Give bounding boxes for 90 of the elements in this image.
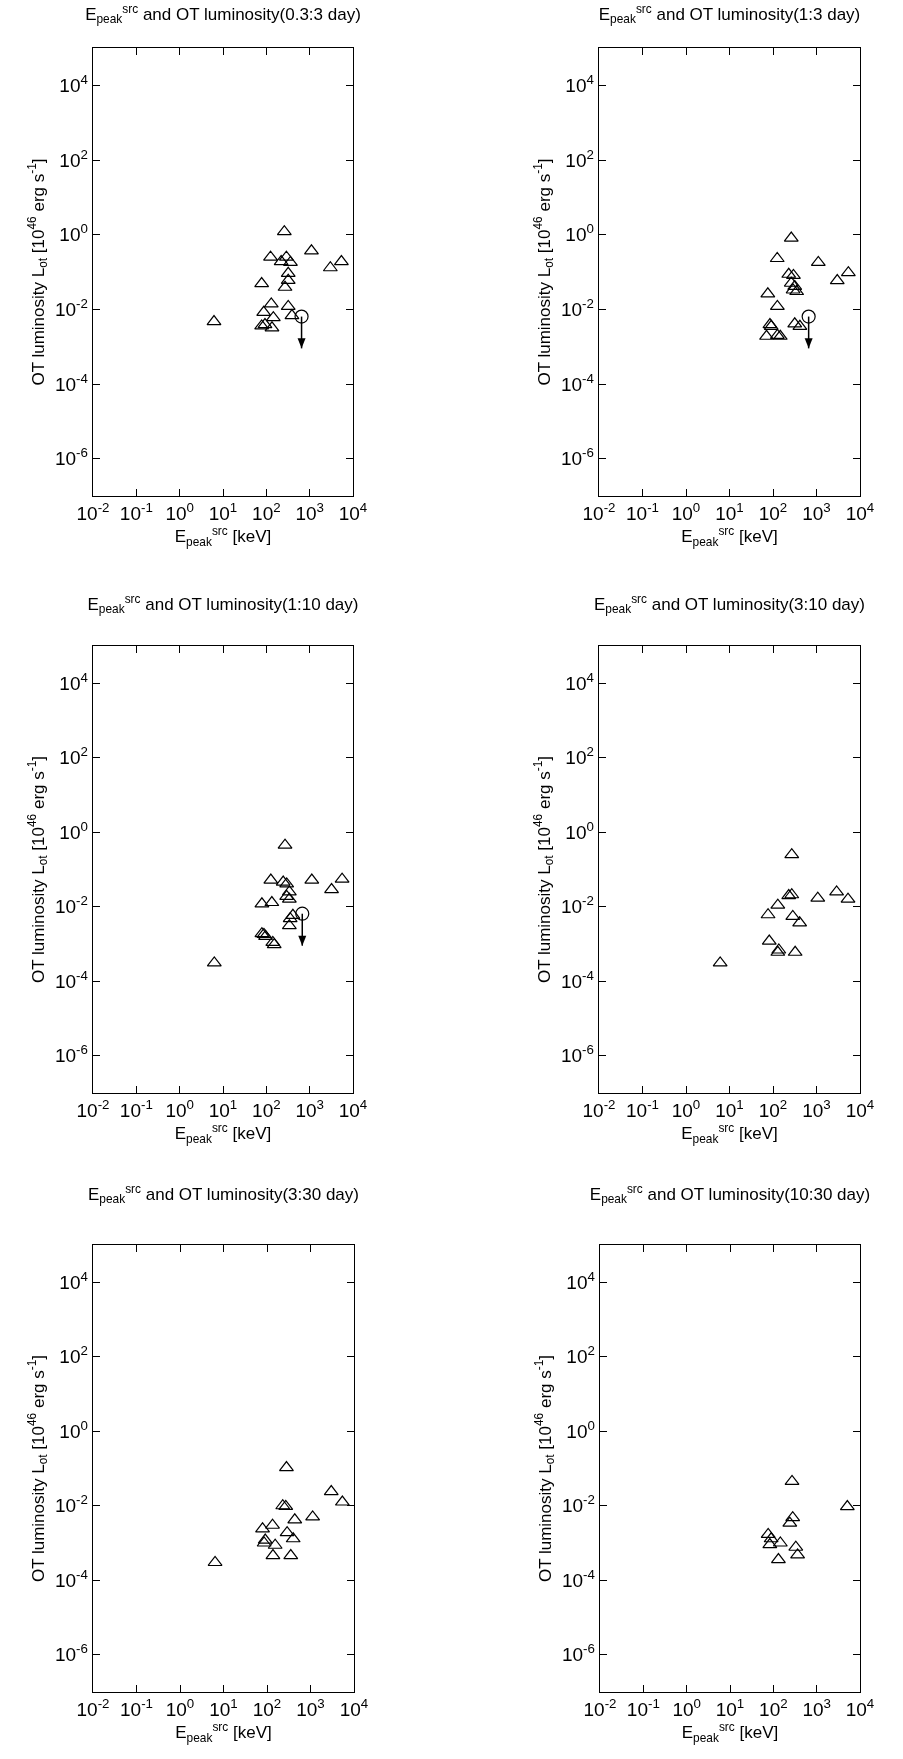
x-axis-title: E$_{peak}$$^{src}$ [keV] <box>681 1720 779 1745</box>
x-tick-label: 10$^{-2}$ <box>76 1696 110 1721</box>
x-tick-label: 10$^{4}$ <box>845 500 875 525</box>
y-tick-label: 10$^{2}$ <box>59 146 88 171</box>
x-tick-label: 10$^{0}$ <box>671 500 701 525</box>
y-tick-label: 10$^{2}$ <box>59 1343 88 1368</box>
y-tick-label: 10$^{2}$ <box>59 744 88 769</box>
y-tick-label: 10$^{-6}$ <box>54 1641 88 1666</box>
x-tick-label: 10$^{1}$ <box>715 1097 744 1122</box>
y-tick-label: 10$^{4}$ <box>59 1268 88 1293</box>
x-tick-label: 10$^{4}$ <box>845 1696 875 1721</box>
x-tick-label: 10$^{-1}$ <box>119 1097 153 1122</box>
x-tick-label: 10$^{-1}$ <box>119 500 153 525</box>
x-tick-label: 10$^{3}$ <box>295 1097 324 1122</box>
y-tick-label: 10$^{4}$ <box>59 669 88 694</box>
y-tick-label: 10$^{4}$ <box>566 1268 595 1293</box>
x-tick-label: 10$^{0}$ <box>165 500 194 525</box>
x-tick-label: 10$^{-2}$ <box>582 500 616 525</box>
y-tick-label: 10$^{0}$ <box>59 818 88 843</box>
y-tick-label: 10$^{-4}$ <box>54 967 88 992</box>
x-axis-title: E$_{peak}$$^{src}$ [keV] <box>681 1121 778 1146</box>
chart-title: E$_{peak}$$^{src}$ and OT luminosity(0.3:3 day) <box>85 1 361 27</box>
y-tick-label: 10$^{4}$ <box>565 72 594 96</box>
y-tick-label: 10$^{-2}$ <box>54 1492 88 1517</box>
x-tick-label: 10$^{1}$ <box>208 1097 238 1122</box>
x-tick-label: 10$^{3}$ <box>802 1097 831 1122</box>
x-tick-label: 10$^{-1}$ <box>120 1696 153 1721</box>
y-tick-label: 10$^{0}$ <box>565 818 594 843</box>
y-tick-label: 10$^{-2}$ <box>560 893 594 918</box>
x-tick-label: 10$^{2}$ <box>758 500 788 525</box>
x-axis-title: E$_{peak}$$^{src}$ [keV] <box>681 524 778 549</box>
x-tick-label: 10$^{3}$ <box>802 1696 831 1721</box>
y-tick-label: 10$^{-2}$ <box>54 296 88 320</box>
x-tick-label: 10$^{-2}$ <box>582 1097 616 1122</box>
y-tick-label: 10$^{-4}$ <box>561 1566 595 1591</box>
x-tick-label: 10$^{3}$ <box>802 500 831 525</box>
x-tick-label: 10$^{-1}$ <box>626 500 659 525</box>
x-tick-label: 10$^{0}$ <box>672 1696 701 1721</box>
y-tick-label: 10$^{-6}$ <box>54 1042 88 1067</box>
y-tick-label: 10$^{0}$ <box>59 1417 88 1442</box>
y-tick-label: 10$^{0}$ <box>59 221 88 246</box>
x-tick-label: 10$^{3}$ <box>296 1696 325 1721</box>
x-tick-label: 10$^{2}$ <box>759 1696 788 1721</box>
x-tick-label: 10$^{1}$ <box>715 1696 745 1721</box>
y-tick-label: 10$^{-4}$ <box>560 967 594 992</box>
x-tick-label: 10$^{-1}$ <box>626 1696 660 1721</box>
x-tick-label: 10$^{2}$ <box>758 1097 788 1122</box>
x-axis-title: E$_{peak}$$^{src}$ [keV] <box>174 1121 272 1146</box>
x-tick-label: 10$^{4}$ <box>339 1696 369 1721</box>
x-tick-label: 10$^{1}$ <box>208 500 238 525</box>
y-tick-label: 10$^{2}$ <box>565 146 594 171</box>
x-tick-label: 10$^{-2}$ <box>76 500 110 525</box>
y-tick-label: 10$^{2}$ <box>565 744 594 769</box>
x-tick-label: 10$^{4}$ <box>845 1097 875 1122</box>
y-tick-label: 10$^{0}$ <box>566 1417 595 1442</box>
x-tick-label: 10$^{-1}$ <box>626 1097 659 1122</box>
x-tick-label: 10$^{-2}$ <box>583 1696 617 1721</box>
x-tick-label: 10$^{0}$ <box>671 1097 701 1122</box>
y-tick-label: 10$^{-4}$ <box>54 370 88 395</box>
y-tick-label: 10$^{-6}$ <box>560 445 594 470</box>
y-tick-label: 10$^{-2}$ <box>560 296 594 320</box>
x-tick-label: 10$^{2}$ <box>252 500 281 525</box>
y-tick-label: 10$^{-2}$ <box>54 893 88 918</box>
y-tick-label: 10$^{-6}$ <box>560 1042 594 1067</box>
x-tick-label: 10$^{1}$ <box>209 1696 238 1721</box>
x-tick-label: 10$^{4}$ <box>338 500 368 525</box>
chart-title: E$_{peak}$$^{src}$ and OT luminosity(1:10 day) <box>87 591 359 617</box>
chart-title: E$_{peak}$$^{src}$ and OT luminosity(10:30 day) <box>589 1181 871 1207</box>
y-tick-label: 10$^{-6}$ <box>54 445 88 470</box>
y-tick-label: 10$^{2}$ <box>566 1343 595 1368</box>
y-tick-label: 10$^{-6}$ <box>561 1641 595 1666</box>
x-tick-label: 10$^{1}$ <box>715 500 744 525</box>
x-axis-title: E$_{peak}$$^{src}$ [keV] <box>174 524 272 549</box>
y-tick-label: 10$^{-2}$ <box>561 1492 595 1517</box>
y-tick-label: 10$^{-4}$ <box>560 370 594 395</box>
y-tick-label: 10$^{4}$ <box>565 669 594 694</box>
x-tick-label: 10$^{2}$ <box>252 1097 281 1122</box>
y-tick-label: 10$^{-4}$ <box>54 1566 88 1591</box>
x-tick-label: 10$^{4}$ <box>338 1097 368 1122</box>
y-tick-label: 10$^{0}$ <box>565 221 594 246</box>
y-tick-label: 10$^{4}$ <box>59 72 88 96</box>
x-tick-label: 10$^{2}$ <box>252 1696 282 1721</box>
x-tick-label: 10$^{3}$ <box>295 500 324 525</box>
chart-title: E$_{peak}$$^{src}$ and OT luminosity(1:3 day) <box>598 1 861 27</box>
chart-title: E$_{peak}$$^{src}$ and OT luminosity(3:30 day) <box>88 1181 359 1207</box>
x-tick-label: 10$^{0}$ <box>165 1696 195 1721</box>
x-axis-title: E$_{peak}$$^{src}$ [keV] <box>175 1720 272 1745</box>
x-tick-label: 10$^{-2}$ <box>76 1097 110 1122</box>
x-tick-label: 10$^{0}$ <box>165 1097 194 1122</box>
chart-title: E$_{peak}$$^{src}$ and OT luminosity(3:10 day) <box>594 591 865 617</box>
